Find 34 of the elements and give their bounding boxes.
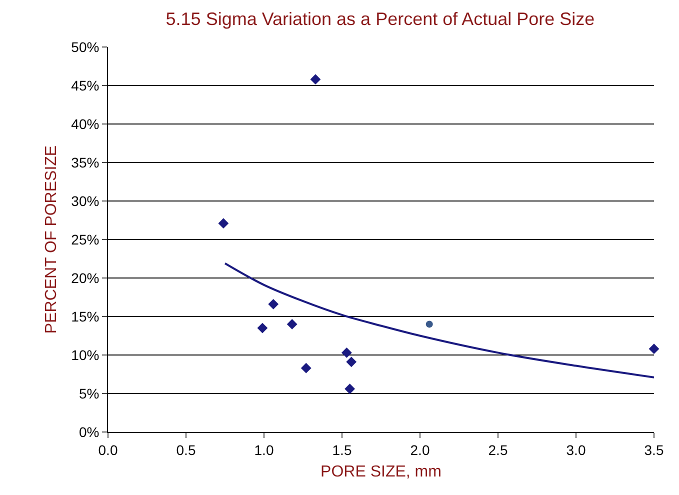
point [218, 218, 229, 229]
point [648, 344, 660, 354]
y-tick-label: 30% [71, 192, 100, 209]
y-tick-label: 10% [71, 346, 100, 363]
chart-title: 5.15 Sigma Variation as a Percent of Actual Pore Size [166, 8, 595, 29]
point [310, 74, 321, 85]
point [346, 356, 357, 368]
y-tick-label: 50% [71, 38, 100, 55]
point [300, 362, 312, 374]
point [257, 322, 268, 334]
y-tick-label: 45% [71, 77, 100, 94]
x-tick-label: 0.0 [98, 442, 118, 458]
x-tick-label: 3.0 [566, 442, 586, 458]
x-axis-title: PORE SIZE, mm [320, 464, 442, 480]
y-tick-label: 40% [71, 116, 100, 132]
point [344, 384, 355, 394]
point [268, 298, 279, 310]
x-tick-label: 1.0 [254, 442, 274, 458]
y-tick-label: 35% [71, 154, 100, 170]
point [341, 347, 352, 358]
x-tick-label: 0.5 [176, 442, 196, 458]
y-tick-label: 0% [78, 424, 100, 440]
y-tick-label: 5% [78, 385, 100, 402]
point [426, 320, 433, 328]
y-tick-label: 20% [71, 270, 100, 286]
x-tick-label: 3.5 [644, 442, 664, 458]
line-series [224, 262, 654, 378]
x-tick-label: 2.5 [488, 442, 508, 458]
y-tick-label: 15% [71, 308, 100, 324]
x-tick-label: 2.0 [410, 442, 430, 458]
point [286, 319, 298, 330]
x-tick-label: 1.5 [332, 442, 352, 458]
y-tick-label: 25% [71, 231, 100, 248]
y-axis-title: PERCENT OF PORESIZE [43, 145, 60, 334]
